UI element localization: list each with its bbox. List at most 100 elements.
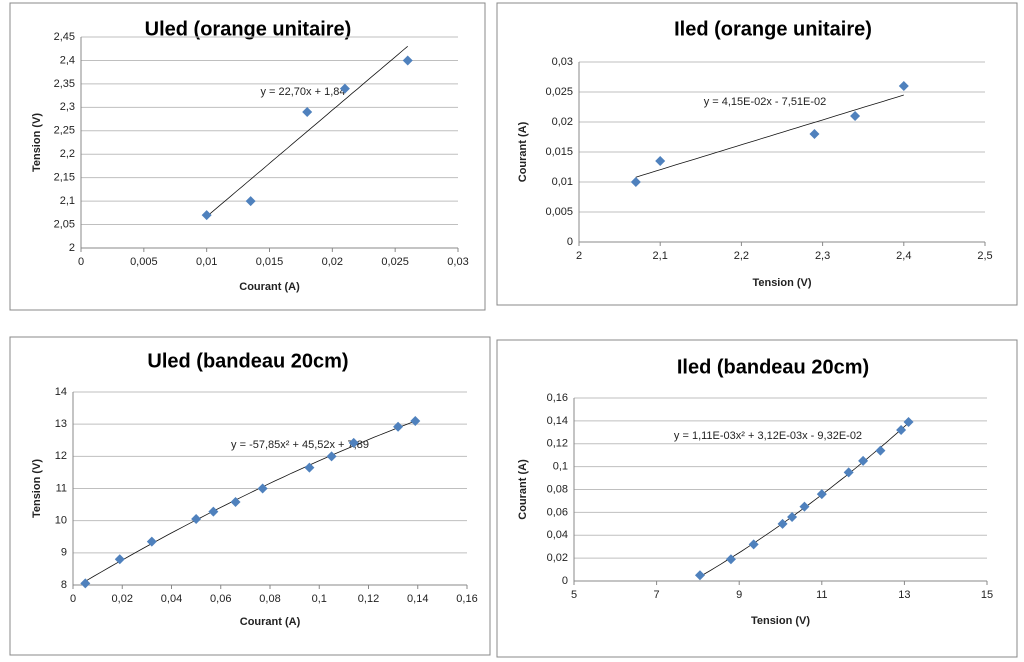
data-point <box>875 445 886 456</box>
y-tick-label: 2,15 <box>54 172 75 184</box>
y-tick-label: 0 <box>562 575 568 587</box>
x-tick-label: 13 <box>898 589 910 601</box>
y-axis-title: Tension (V) <box>31 459 43 518</box>
chart-title: Iled (bandeau 20cm) <box>677 356 869 378</box>
data-point <box>843 467 854 478</box>
x-tick-label: 2,4 <box>896 250 911 262</box>
data-point <box>245 196 256 207</box>
x-tick-label: 0,16 <box>456 593 477 605</box>
x-tick-label: 0,08 <box>259 593 280 605</box>
data-point <box>208 506 219 517</box>
y-tick-label: 2,1 <box>60 195 75 207</box>
y-tick-label: 2,45 <box>54 31 75 43</box>
y-tick-label: 8 <box>61 579 67 591</box>
x-tick-label: 0,12 <box>358 593 379 605</box>
data-point <box>787 511 798 522</box>
trendline-equation: y = 1,11E-03x² + 3,12E-03x - 9,32E-02 <box>674 430 862 442</box>
x-tick-label: 9 <box>736 589 742 601</box>
y-tick-label: 12 <box>55 450 67 462</box>
trendline <box>85 420 416 582</box>
chart-frame <box>9 2 486 311</box>
data-point <box>850 111 861 121</box>
y-tick-label: 11 <box>56 482 67 494</box>
y-tick-label: 0,005 <box>545 206 573 218</box>
chart-frame <box>496 2 1018 306</box>
y-tick-label: 2 <box>69 242 75 254</box>
y-tick-label: 0,12 <box>547 438 568 450</box>
x-axis-title: Courant (A) <box>239 281 300 293</box>
data-point <box>896 425 907 436</box>
y-tick-label: 0,02 <box>547 552 568 564</box>
data-point <box>858 455 869 466</box>
y-tick-label: 0,02 <box>552 116 573 128</box>
x-tick-label: 0,1 <box>312 593 327 605</box>
x-tick-label: 0,025 <box>381 256 409 268</box>
x-tick-label: 0,015 <box>256 256 284 268</box>
x-axis-title: Tension (V) <box>751 615 810 627</box>
data-point <box>339 83 350 94</box>
y-tick-label: 2,05 <box>54 218 75 230</box>
chart-title: Iled (orange unitaire) <box>674 18 872 40</box>
trendline-equation: y = 4,15E-02x - 7,51E-02 <box>704 96 827 108</box>
x-tick-label: 0,03 <box>447 256 468 268</box>
y-axis-title: Courant (A) <box>517 459 529 520</box>
x-tick-label: 5 <box>571 589 577 601</box>
x-tick-label: 2,2 <box>734 250 749 262</box>
data-point <box>348 437 359 448</box>
trendline <box>635 94 904 178</box>
data-point <box>748 539 759 550</box>
x-tick-label: 15 <box>981 589 993 601</box>
x-tick-label: 7 <box>654 589 660 601</box>
y-tick-label: 9 <box>61 547 67 559</box>
data-point <box>402 55 413 66</box>
x-tick-label: 0,02 <box>112 593 133 605</box>
y-axis-title: Courant (A) <box>517 121 529 182</box>
trendline-equation: y = -57,85x² + 45,52x + 7,89 <box>231 439 369 451</box>
x-tick-label: 2,1 <box>653 250 668 262</box>
y-tick-label: 0,01 <box>552 176 573 188</box>
x-tick-label: 0 <box>78 256 84 268</box>
data-point <box>257 483 268 494</box>
data-point <box>630 177 641 187</box>
x-tick-label: 0,14 <box>407 593 428 605</box>
y-tick-label: 0,04 <box>547 529 568 541</box>
data-point <box>393 421 404 432</box>
x-axis-title: Tension (V) <box>752 277 811 289</box>
chart-frame <box>9 336 491 656</box>
x-tick-label: 0 <box>70 593 76 605</box>
y-tick-label: 2,35 <box>54 78 75 90</box>
x-tick-label: 2,5 <box>977 250 992 262</box>
y-tick-label: 10 <box>55 515 67 527</box>
y-tick-label: 0,14 <box>547 415 568 427</box>
data-point <box>191 514 202 525</box>
data-point <box>655 156 666 166</box>
y-tick-label: 0,16 <box>547 392 568 404</box>
y-tick-label: 2,3 <box>60 101 75 113</box>
data-point <box>903 417 914 428</box>
x-axis-title: Courant (A) <box>240 616 301 628</box>
y-tick-label: 14 <box>55 386 67 398</box>
data-point <box>201 210 212 221</box>
x-tick-label: 2,3 <box>815 250 830 262</box>
y-tick-label: 0,015 <box>545 146 573 158</box>
data-point <box>326 451 337 462</box>
trendline <box>206 45 408 217</box>
x-tick-label: 0,06 <box>210 593 231 605</box>
y-axis-title: Tension (V) <box>31 113 43 172</box>
y-tick-label: 0,03 <box>552 56 573 68</box>
data-point <box>694 570 705 581</box>
x-tick-label: 2 <box>576 250 582 262</box>
x-tick-label: 0,01 <box>196 256 217 268</box>
y-tick-label: 0,025 <box>545 86 573 98</box>
y-tick-label: 0 <box>567 236 573 248</box>
y-tick-label: 0,08 <box>547 483 568 495</box>
x-tick-label: 0,04 <box>161 593 182 605</box>
data-point <box>302 107 313 118</box>
y-tick-label: 2,4 <box>60 54 75 66</box>
y-tick-label: 2,2 <box>60 148 75 160</box>
y-tick-label: 0,06 <box>547 506 568 518</box>
data-point <box>146 536 157 547</box>
data-point <box>816 489 827 500</box>
data-point <box>114 554 125 565</box>
data-point <box>777 518 788 529</box>
